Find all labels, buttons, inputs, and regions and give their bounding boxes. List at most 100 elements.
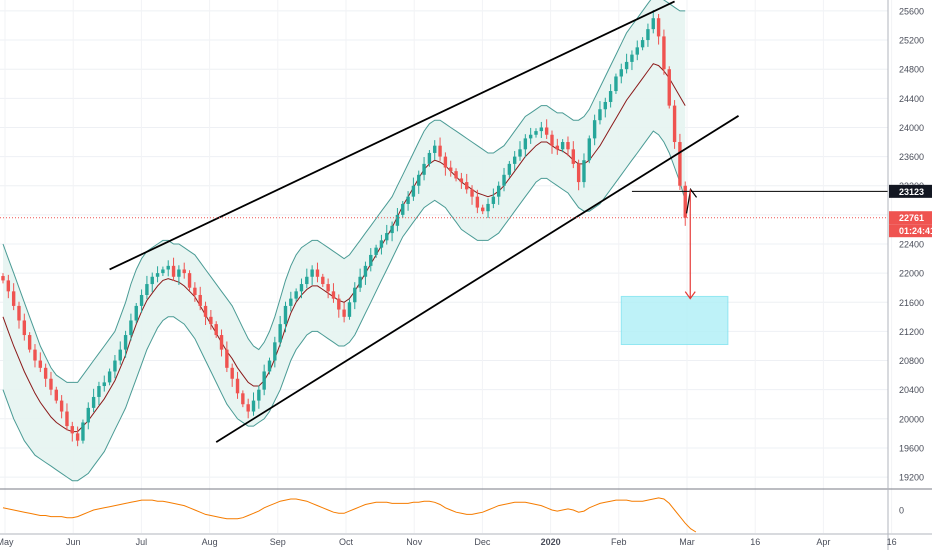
candle [587, 135, 591, 164]
candle [560, 139, 565, 153]
candle-body [155, 273, 160, 277]
time-axis[interactable]: May Jun Jul Aug Sep Oct Nov Dec 2020 Feb Mar 16 Apr 1… [0, 533, 932, 547]
candle-body [459, 178, 464, 183]
last-price-tag: 22761 [899, 213, 924, 223]
candle [502, 167, 506, 192]
candle [241, 390, 245, 408]
candle-body [640, 40, 645, 48]
price-tick-label: 21200 [899, 327, 924, 337]
candle [155, 266, 160, 283]
candle-body [571, 149, 576, 164]
channel-upper-line [109, 0, 675, 271]
candle [369, 248, 373, 272]
candle-body [305, 276, 309, 285]
candle-body [33, 349, 37, 361]
candle [59, 395, 64, 419]
candle [225, 341, 229, 373]
candle [667, 66, 671, 109]
candle [411, 177, 416, 201]
candle [347, 299, 352, 320]
candle [534, 128, 538, 138]
candle-body [385, 233, 389, 241]
candle-body [129, 320, 133, 336]
candle [486, 198, 490, 219]
candle-body [470, 189, 474, 197]
candle-body [38, 360, 43, 368]
oscillator-zero-label: 0 [899, 506, 904, 516]
candle [70, 421, 74, 442]
candle [118, 341, 122, 365]
candle [38, 352, 43, 373]
candle-body [603, 101, 607, 110]
candle-body [560, 142, 565, 150]
candle-body [630, 54, 634, 62]
candle [289, 291, 293, 312]
candle-body [646, 29, 650, 41]
candle [454, 168, 458, 182]
candle [491, 188, 496, 209]
candle [576, 159, 581, 191]
candle [86, 402, 90, 430]
candle-body [43, 367, 48, 379]
candle-body [427, 152, 432, 164]
candle [401, 201, 405, 218]
candle [465, 173, 469, 194]
candle [75, 426, 80, 447]
candle [518, 141, 522, 161]
candle [438, 137, 442, 161]
band-basis-line [2, 63, 686, 433]
candle-body [465, 182, 469, 190]
time-tick-label: Oct [339, 537, 354, 547]
candle [417, 170, 421, 194]
price-tick-label: 20800 [899, 356, 924, 366]
candle [193, 282, 197, 302]
candle [646, 23, 650, 47]
candle [251, 392, 256, 416]
time-tick-label: 2020 [541, 537, 561, 547]
candle [43, 363, 48, 387]
candle-body [267, 360, 272, 372]
candle [523, 134, 528, 158]
candle-body [107, 371, 112, 383]
candle [678, 133, 682, 190]
candle-body [1, 276, 5, 281]
candle-body [331, 291, 336, 299]
candle [305, 268, 309, 289]
candle-body [454, 171, 458, 179]
candle [97, 381, 101, 406]
candle [49, 371, 53, 396]
candle-body [582, 160, 586, 183]
candle [481, 204, 485, 215]
candle [182, 262, 186, 279]
candle-body [608, 91, 613, 102]
candle [449, 160, 453, 177]
candle-body [369, 254, 373, 266]
candle-body [544, 127, 549, 135]
candle-body [17, 305, 21, 321]
candle-body [576, 163, 581, 183]
time-tick-label: 16 [750, 537, 760, 547]
candle-body [523, 138, 528, 150]
candle [113, 355, 117, 379]
candle-body [321, 276, 325, 285]
candle [603, 97, 607, 118]
candle [614, 73, 618, 94]
candle [550, 130, 554, 154]
candle-body [662, 36, 666, 70]
candle-body [315, 269, 320, 277]
candle [390, 221, 394, 242]
time-tick-label: Apr [816, 537, 830, 547]
candle-body [326, 284, 330, 292]
candle [459, 172, 464, 189]
price-tick-label: 20000 [899, 414, 924, 424]
candle [6, 274, 11, 299]
candle-body [347, 302, 352, 317]
price-tick-label: 19600 [899, 443, 924, 453]
candle-body [97, 386, 101, 397]
candle [102, 375, 106, 392]
time-tick-label: 16 [887, 537, 897, 547]
candle [161, 266, 165, 277]
candle [539, 121, 544, 138]
candle-body [374, 247, 378, 255]
candle-body [491, 196, 496, 204]
